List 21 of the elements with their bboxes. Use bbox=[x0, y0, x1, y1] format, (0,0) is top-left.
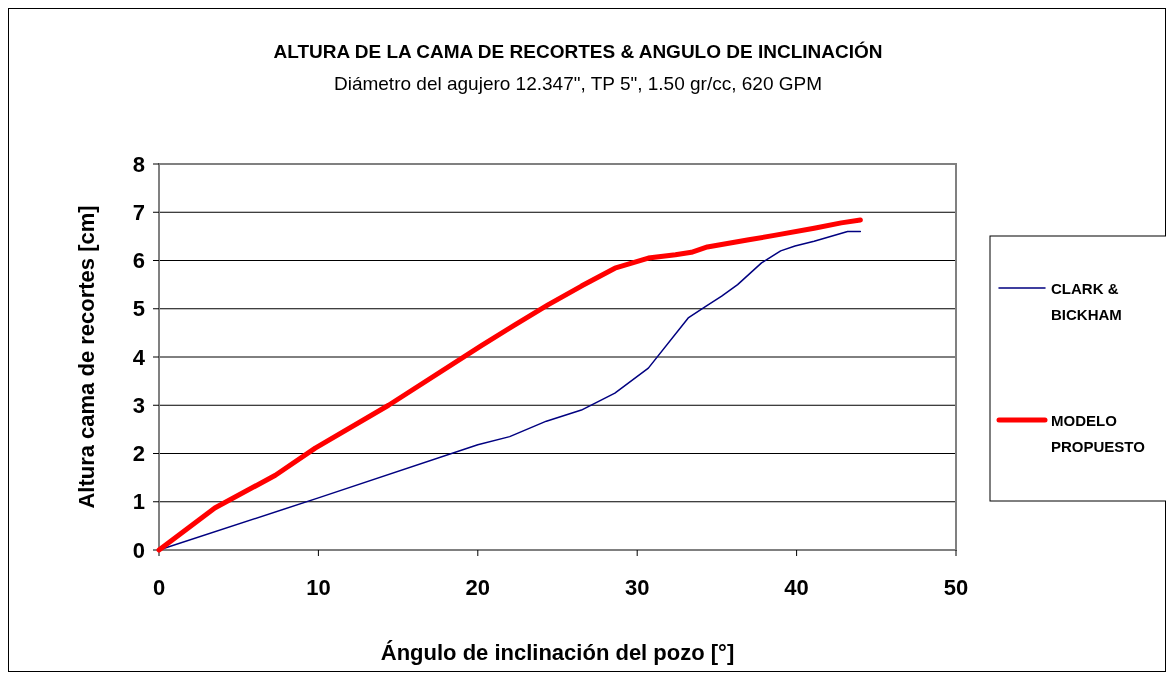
chart-subtitle: Diámetro del agujero 12.347", TP 5", 1.50 gr/cc, 620 GPM bbox=[333, 73, 823, 94]
y-axis-title: Altura cama de recortes [cm] bbox=[74, 205, 99, 509]
y-tick-label: 4 bbox=[132, 344, 146, 370]
x-tick-label: 20 bbox=[465, 575, 491, 600]
y-tick-label: 0 bbox=[132, 537, 145, 563]
x-tick-label: 10 bbox=[306, 575, 331, 600]
y-tick-label: 3 bbox=[132, 392, 145, 418]
y-tick-label: 7 bbox=[132, 199, 145, 225]
chart-title: ALTURA DE LA CAMA DE RECORTES & ANGULO DE INCLINACIÓN bbox=[273, 41, 883, 62]
x-tick-label: 50 bbox=[943, 575, 969, 600]
y-tick-label: 5 bbox=[132, 296, 145, 322]
y-tick-label: 2 bbox=[132, 441, 145, 467]
x-axis-title: Ángulo de inclinación del pozo [°] bbox=[380, 640, 735, 665]
y-tick-label: 6 bbox=[132, 248, 145, 274]
legend-label: MODELO PROPUESTO bbox=[1051, 412, 1146, 455]
x-tick-label: 30 bbox=[624, 575, 650, 600]
x-tick-label: 0 bbox=[152, 575, 166, 600]
y-tick-label: 8 bbox=[132, 151, 145, 177]
legend-label: CLARK & BICKHAM bbox=[1051, 280, 1122, 323]
y-tick-label: 1 bbox=[132, 489, 145, 515]
x-tick-label: 40 bbox=[784, 575, 809, 600]
